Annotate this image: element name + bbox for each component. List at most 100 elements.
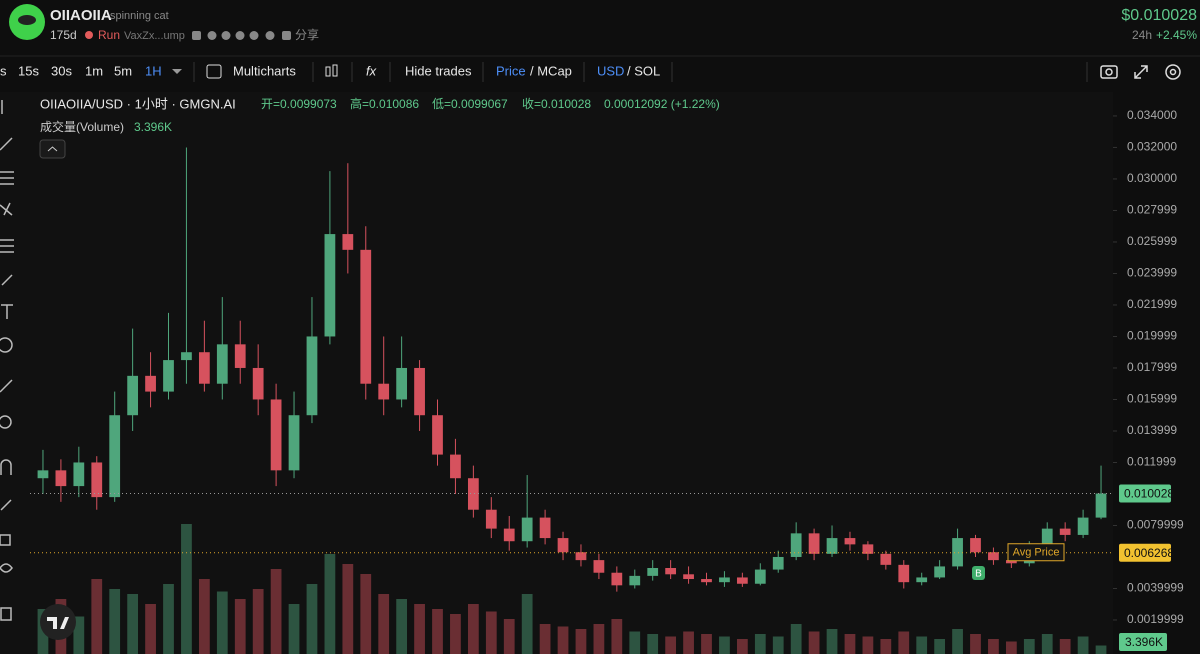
candle-body — [503, 528, 515, 542]
candle-body — [790, 533, 802, 557]
indicators-button[interactable]: fx — [366, 63, 377, 78]
token-status: Run — [98, 28, 120, 42]
candle-body — [37, 470, 49, 479]
drawing-tools[interactable] — [0, 100, 14, 621]
token-subtitle: spinning cat — [110, 10, 169, 22]
volume-bar — [360, 574, 372, 654]
period-label: 24h — [1132, 28, 1152, 42]
volume-bar — [826, 629, 838, 654]
interval-button[interactable]: 15s — [18, 63, 39, 78]
hide-trades-button[interactable]: Hide trades — [405, 63, 472, 78]
candle-body — [844, 538, 856, 545]
candle-body — [898, 564, 910, 583]
candle-body — [575, 552, 587, 561]
volume-bar — [252, 589, 264, 654]
volume-bar — [324, 554, 336, 654]
volume-bar — [503, 619, 515, 654]
toolbar-right-icons[interactable] — [1100, 64, 1181, 80]
y-tick-label: 0.0019999 — [1127, 612, 1184, 626]
volume-bar — [234, 599, 246, 654]
volume-bar — [91, 579, 103, 654]
share-button[interactable]: 分享 — [295, 27, 319, 42]
volume-bar — [736, 639, 748, 654]
multicharts-icon — [206, 64, 222, 79]
interval-button[interactable]: 5m — [114, 63, 132, 78]
volume-bar — [216, 591, 228, 654]
volume-bar — [109, 589, 121, 654]
avg-price-badge — [1007, 543, 1065, 562]
price-toggle[interactable]: Price — [496, 63, 526, 78]
token-age: 175d — [50, 28, 77, 42]
candle-body — [55, 470, 67, 487]
candle-body — [916, 577, 928, 583]
ohlc-legend: 开=0.0099073 高=0.010086 低=0.0099067 收=0.0100… — [261, 96, 720, 111]
interval-button[interactable]: 1H — [145, 63, 162, 78]
interval-button[interactable]: s — [0, 63, 7, 78]
plot: 0.034000 0.032000 0.030000 0.027999 0.025999… — [30, 92, 1200, 654]
candle-type-icon[interactable] — [325, 64, 338, 77]
candle-body — [826, 538, 838, 554]
volume-bar — [665, 636, 677, 654]
candle-body — [808, 533, 820, 554]
volume-bar — [862, 636, 874, 654]
candle-body — [360, 249, 372, 384]
candle-body — [988, 552, 999, 561]
candle-body — [862, 544, 874, 554]
candle-body — [1041, 528, 1053, 548]
volume-bar — [629, 631, 641, 654]
volume-bar — [521, 594, 533, 654]
volume-legend-title: 成交量(Volume) — [40, 119, 124, 134]
social-icons — [192, 31, 291, 40]
candle-body — [557, 538, 569, 553]
volume-bar — [1041, 634, 1053, 654]
status-icon — [85, 31, 93, 39]
candle-body — [324, 234, 336, 337]
volume-bar — [844, 634, 856, 654]
interval-button[interactable]: 1m — [85, 63, 103, 78]
avg-price-tag — [1119, 543, 1171, 562]
multicharts-button[interactable]: Multicharts — [233, 63, 296, 78]
interval-group: s 15s 30s 1m 5m 1H — [0, 63, 162, 78]
candle-body — [701, 579, 712, 583]
volume-bar — [1095, 645, 1107, 654]
volume-bar — [163, 584, 174, 654]
volume-legend-value: 3.396K — [134, 120, 172, 134]
candle-body — [73, 462, 85, 487]
candle-body — [216, 344, 228, 384]
candle-body — [1095, 493, 1107, 518]
ohlc-value: 开=0.0099073 — [261, 97, 337, 111]
collapse-button[interactable] — [39, 139, 66, 159]
usd-toggle[interactable]: USD — [597, 63, 624, 78]
volume-bar — [1077, 636, 1089, 654]
candle-body — [647, 568, 659, 576]
y-tick-label: 0.015999 — [1127, 392, 1177, 406]
candle-body — [127, 375, 139, 416]
volume-bar — [127, 594, 139, 654]
candle-body — [198, 352, 210, 384]
volume-bar — [593, 624, 605, 654]
volume-bar — [1005, 641, 1017, 654]
interval-dropdown[interactable] — [172, 69, 182, 74]
mcap-toggle[interactable]: / MCap — [530, 63, 572, 78]
interval-button[interactable]: 30s — [51, 63, 72, 78]
volume-bar — [988, 639, 999, 654]
volume-bar — [414, 604, 425, 654]
volume-bar — [952, 629, 963, 654]
volume-bar — [557, 626, 569, 654]
candle-body — [109, 415, 121, 498]
volume-tag — [1119, 633, 1167, 651]
y-tick-label: 0.0079999 — [1127, 518, 1184, 532]
token-address[interactable]: VaxZx...ump — [124, 30, 185, 42]
avg-price-text: Avg Price — [1013, 547, 1060, 559]
candle-body — [772, 556, 784, 570]
volume-bar — [485, 611, 497, 654]
candle-body — [593, 560, 605, 573]
candle-body — [288, 415, 300, 471]
current-price-tag — [1119, 484, 1171, 503]
sol-toggle[interactable]: / SOL — [627, 63, 660, 78]
volume-bar — [719, 636, 730, 654]
symbol-legend: OIIAOIIA/USD · 1小时 · GMGN.AI — [40, 96, 236, 111]
volume-bar — [880, 639, 892, 654]
volume-bar — [450, 614, 461, 654]
token-name: OIIAOIIA — [50, 7, 112, 24]
